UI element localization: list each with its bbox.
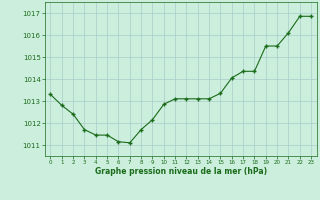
X-axis label: Graphe pression niveau de la mer (hPa): Graphe pression niveau de la mer (hPa): [95, 167, 267, 176]
